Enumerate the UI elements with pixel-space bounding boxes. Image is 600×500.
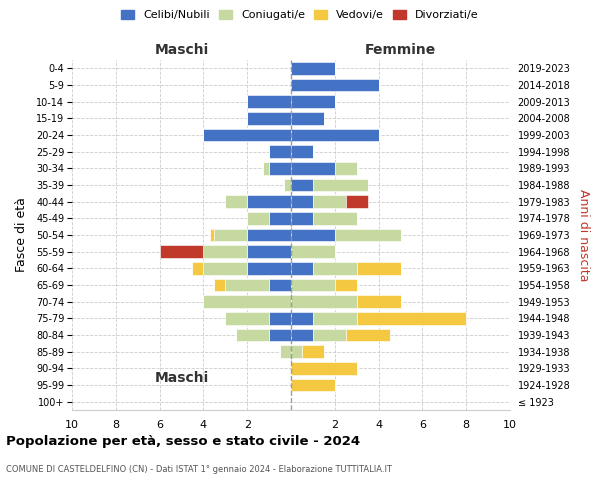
Bar: [269, 329, 291, 341]
Text: Femmine: Femmine: [365, 42, 436, 56]
Bar: [291, 162, 335, 174]
Bar: [269, 146, 291, 158]
Bar: [214, 279, 226, 291]
Y-axis label: Anni di nascita: Anni di nascita: [577, 188, 590, 281]
Bar: [193, 262, 203, 274]
Bar: [160, 246, 203, 258]
Bar: [291, 329, 313, 341]
Bar: [291, 212, 313, 224]
Bar: [269, 312, 291, 324]
Bar: [247, 96, 291, 108]
Bar: [247, 262, 291, 274]
Bar: [269, 212, 291, 224]
Bar: [247, 112, 291, 124]
Bar: [269, 162, 291, 174]
Legend: Celibi/Nubili, Coniugati/e, Vedovi/e, Divorziati/e: Celibi/Nubili, Coniugati/e, Vedovi/e, Di…: [117, 6, 483, 25]
Bar: [335, 162, 357, 174]
Bar: [313, 312, 356, 324]
Text: Maschi: Maschi: [154, 370, 209, 384]
Bar: [291, 62, 335, 74]
Bar: [346, 196, 368, 208]
Bar: [357, 296, 401, 308]
Bar: [280, 346, 291, 358]
Bar: [313, 196, 346, 208]
Bar: [269, 279, 291, 291]
Bar: [313, 329, 346, 341]
Bar: [357, 262, 401, 274]
Bar: [291, 262, 313, 274]
Bar: [313, 212, 356, 224]
Bar: [291, 96, 335, 108]
Bar: [335, 229, 401, 241]
Bar: [291, 362, 357, 374]
Bar: [247, 229, 291, 241]
Bar: [291, 112, 324, 124]
Bar: [226, 196, 247, 208]
Bar: [291, 312, 313, 324]
Bar: [291, 346, 302, 358]
Bar: [291, 379, 335, 391]
Bar: [291, 279, 335, 291]
Bar: [357, 312, 466, 324]
Bar: [210, 229, 214, 241]
Text: COMUNE DI CASTELDELFINO (CN) - Dati ISTAT 1° gennaio 2024 - Elaborazione TUTTITA: COMUNE DI CASTELDELFINO (CN) - Dati ISTA…: [6, 465, 392, 474]
Text: Popolazione per età, sesso e stato civile - 2024: Popolazione per età, sesso e stato civil…: [6, 435, 360, 448]
Bar: [203, 296, 291, 308]
Bar: [203, 262, 247, 274]
Bar: [263, 162, 269, 174]
Bar: [291, 229, 335, 241]
Bar: [291, 296, 357, 308]
Bar: [203, 246, 247, 258]
Bar: [203, 129, 291, 141]
Bar: [291, 146, 313, 158]
Bar: [291, 79, 379, 92]
Bar: [226, 279, 269, 291]
Bar: [346, 329, 389, 341]
Text: Maschi: Maschi: [154, 42, 209, 56]
Bar: [291, 246, 335, 258]
Bar: [313, 262, 356, 274]
Bar: [247, 196, 291, 208]
Bar: [291, 129, 379, 141]
Y-axis label: Fasce di età: Fasce di età: [14, 198, 28, 272]
Bar: [291, 196, 313, 208]
Bar: [284, 179, 291, 192]
Bar: [214, 229, 247, 241]
Bar: [291, 179, 313, 192]
Bar: [236, 329, 269, 341]
Bar: [335, 279, 357, 291]
Bar: [313, 179, 368, 192]
Bar: [247, 246, 291, 258]
Bar: [226, 312, 269, 324]
Bar: [302, 346, 324, 358]
Bar: [247, 212, 269, 224]
